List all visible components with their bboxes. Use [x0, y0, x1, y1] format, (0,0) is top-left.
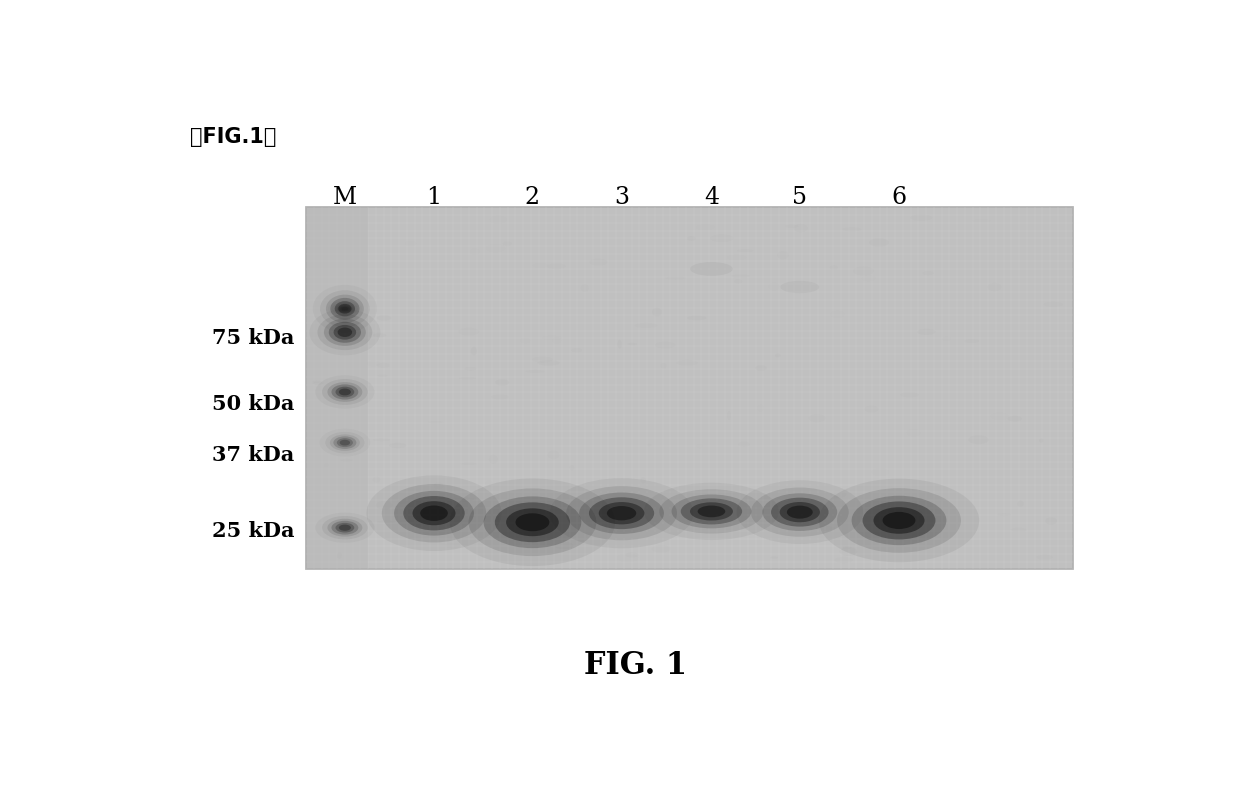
Ellipse shape [589, 497, 655, 529]
Ellipse shape [336, 523, 355, 532]
Ellipse shape [339, 389, 351, 395]
Text: 』FIG.1』: 』FIG.1』 [190, 127, 277, 147]
Ellipse shape [873, 508, 925, 534]
Ellipse shape [324, 318, 366, 346]
Ellipse shape [883, 512, 915, 529]
Ellipse shape [334, 437, 356, 449]
Ellipse shape [335, 304, 355, 314]
Ellipse shape [763, 493, 837, 531]
Text: 1: 1 [427, 186, 441, 209]
Ellipse shape [331, 385, 358, 400]
Ellipse shape [698, 506, 725, 517]
Bar [306, 207, 1074, 569]
Text: FIG. 1: FIG. 1 [584, 650, 687, 681]
Text: 2: 2 [525, 186, 539, 209]
Ellipse shape [852, 496, 946, 545]
Text: 6: 6 [892, 186, 906, 209]
Ellipse shape [484, 496, 582, 548]
Ellipse shape [337, 305, 352, 312]
Ellipse shape [340, 306, 350, 311]
Text: M: M [332, 186, 357, 209]
Ellipse shape [516, 513, 549, 531]
Ellipse shape [681, 499, 742, 524]
Ellipse shape [606, 506, 636, 520]
Ellipse shape [335, 301, 355, 316]
Ellipse shape [413, 501, 455, 525]
Ellipse shape [837, 488, 961, 553]
Ellipse shape [336, 387, 355, 397]
Ellipse shape [751, 488, 848, 537]
Ellipse shape [327, 519, 362, 536]
Ellipse shape [780, 281, 820, 293]
Ellipse shape [322, 516, 368, 539]
Text: 37 kDa: 37 kDa [212, 445, 295, 465]
Ellipse shape [339, 304, 351, 314]
Ellipse shape [340, 440, 350, 445]
Ellipse shape [660, 489, 764, 534]
Ellipse shape [495, 503, 570, 542]
Text: 3: 3 [614, 186, 629, 209]
Ellipse shape [339, 524, 351, 531]
Ellipse shape [691, 262, 733, 276]
Ellipse shape [863, 501, 935, 539]
Text: 75 kDa: 75 kDa [212, 328, 295, 348]
Ellipse shape [403, 496, 465, 531]
Ellipse shape [689, 502, 733, 520]
Ellipse shape [337, 438, 353, 447]
Ellipse shape [320, 290, 370, 327]
Ellipse shape [549, 478, 693, 548]
Ellipse shape [567, 486, 677, 540]
Ellipse shape [326, 294, 363, 323]
Ellipse shape [367, 476, 501, 551]
Ellipse shape [599, 502, 645, 524]
Ellipse shape [330, 434, 360, 451]
Ellipse shape [322, 379, 368, 405]
Ellipse shape [780, 502, 820, 522]
Ellipse shape [672, 495, 751, 528]
Ellipse shape [450, 479, 615, 566]
Text: 4: 4 [704, 186, 719, 209]
Ellipse shape [469, 488, 596, 556]
Ellipse shape [317, 314, 372, 350]
Ellipse shape [327, 382, 362, 402]
Ellipse shape [787, 506, 812, 519]
Ellipse shape [382, 484, 486, 543]
Ellipse shape [334, 325, 356, 340]
Ellipse shape [506, 508, 559, 536]
Ellipse shape [330, 298, 360, 320]
Ellipse shape [818, 479, 980, 563]
Text: 5: 5 [792, 186, 807, 209]
Ellipse shape [771, 498, 828, 527]
Ellipse shape [331, 521, 358, 535]
Ellipse shape [420, 505, 448, 521]
Ellipse shape [394, 491, 474, 535]
Text: 50 kDa: 50 kDa [212, 393, 295, 413]
Ellipse shape [341, 307, 348, 310]
Ellipse shape [329, 322, 361, 343]
Ellipse shape [579, 492, 663, 534]
Bar [306, 207, 368, 569]
Text: 25 kDa: 25 kDa [212, 521, 295, 541]
Ellipse shape [337, 327, 352, 337]
